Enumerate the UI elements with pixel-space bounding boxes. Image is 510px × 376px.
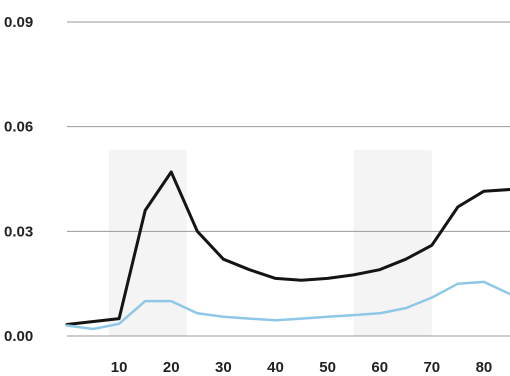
data-point [405,307,407,309]
x-tick-label: 30 [215,359,232,376]
data-point [66,325,68,327]
data-point [379,269,381,271]
data-point [144,209,146,211]
data-point [483,281,485,283]
y-tick-label: 0.00 [4,328,33,345]
y-tick-label: 0.09 [4,14,33,31]
data-point [196,312,198,314]
data-point [353,314,355,316]
data-point [483,190,485,192]
highlight-band-1 [353,150,432,336]
data-point [301,279,303,281]
data-point [222,316,224,318]
y-tick-label: 0.03 [4,223,33,240]
data-point [144,300,146,302]
x-tick-label: 20 [163,359,180,376]
data-point [405,258,407,260]
data-point [457,206,459,208]
data-point [431,297,433,299]
series-lines [65,170,510,331]
data-point [170,300,172,302]
data-point [196,230,198,232]
data-point [327,277,329,279]
series-line-1 [65,280,510,331]
data-point [248,269,250,271]
data-point [118,323,120,325]
data-point [170,171,172,173]
data-point [248,318,250,320]
x-tick-label: 10 [111,359,128,376]
x-tick-label: 70 [423,359,440,376]
y-axis-ticks: 0.00 0.03 0.06 0.09 [4,14,33,345]
data-point [353,274,355,276]
data-point [457,283,459,285]
x-tick-label: 40 [267,359,284,376]
data-point [92,328,94,330]
x-axis-ticks: 10 20 30 40 50 60 70 80 [111,359,493,376]
data-point [431,244,433,246]
x-tick-label: 50 [319,359,336,376]
data-point [222,258,224,260]
x-tick-label: 60 [371,359,388,376]
data-point [274,277,276,279]
data-point [118,318,120,320]
highlight-bands [108,150,432,336]
x-tick-label: 80 [476,359,493,376]
data-point [379,312,381,314]
data-point [274,319,276,321]
y-tick-label: 0.06 [4,119,33,136]
data-point [327,316,329,318]
data-point [301,318,303,320]
